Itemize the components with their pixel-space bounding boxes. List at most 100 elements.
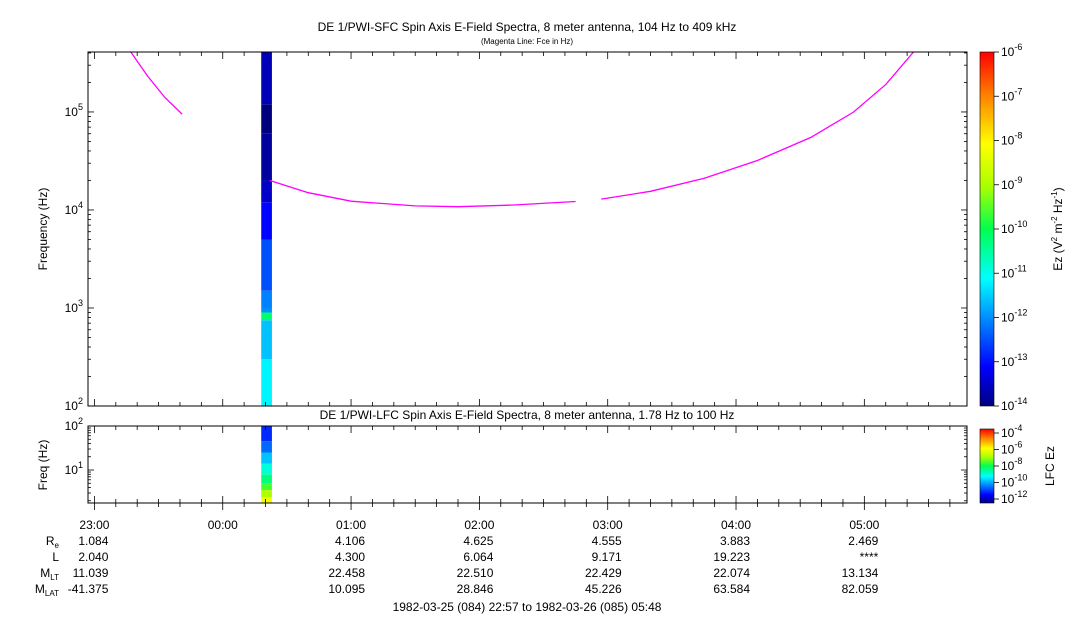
y-tick-label: 103	[65, 298, 83, 315]
ephemeris-value: 22.458	[328, 566, 365, 580]
spectrum-cell	[261, 307, 272, 313]
ephemeris-value: 13.134	[842, 566, 879, 580]
ephemeris-value: 4.106	[335, 534, 365, 548]
fce-line	[130, 52, 914, 208]
bottom-panel-title: DE 1/PWI-LFC Spin Axis E-Field Spectra, …	[320, 408, 735, 422]
ephemeris-value: 4.555	[592, 534, 622, 548]
x-tick-label: 23:00	[79, 518, 109, 532]
colorbar-tick-label: 10-11	[1001, 263, 1027, 280]
spectrum-cell	[261, 359, 272, 406]
spectrum-cell	[261, 452, 272, 464]
bottom-y-axis: 101 102	[65, 416, 967, 502]
bottom-plot-background	[88, 426, 967, 503]
spectrum-cell	[261, 312, 272, 321]
ephemeris-value: 19.223	[713, 550, 750, 564]
ephemeris-value: 2.040	[78, 550, 108, 564]
colorbar-tick-label: 10-13	[1001, 352, 1027, 369]
bottom-colorbar-label: LFC Ez	[1043, 446, 1057, 486]
spectrum-cell	[261, 497, 272, 503]
time-range-label: 1982-03-25 (084) 22:57 to 1982-03-26 (08…	[393, 600, 662, 614]
ephemeris-value: 3.883	[720, 534, 750, 548]
top-x-minor-ticks	[94, 52, 951, 406]
bottom-spectrogram-panel: 101 102 Freq (Hz)	[36, 416, 968, 510]
ephemeris-value: 22.074	[713, 566, 750, 580]
spectrum-cell	[261, 104, 272, 134]
colorbar-tick-label: 10-8	[1001, 131, 1022, 148]
spectrum-cell	[261, 202, 272, 240]
ephemeris-row-label: MLAT	[35, 582, 59, 598]
ephemeris-value: 10.095	[328, 582, 365, 596]
ephemeris-row-label: Re	[46, 534, 60, 550]
spectrum-cell	[261, 133, 272, 181]
fce-line-segment	[601, 52, 914, 200]
x-tick-label: 01:00	[336, 518, 366, 532]
spectrum-cell	[261, 441, 272, 453]
top-y-axis-label: Frequency (Hz)	[36, 188, 50, 271]
ephemeris-row-label: L	[52, 550, 59, 564]
spectrum-cell	[261, 483, 272, 491]
x-tick-label: 03:00	[593, 518, 623, 532]
ephemeris-value: 28.846	[457, 582, 494, 596]
ephemeris-value: 2.469	[848, 534, 878, 548]
spectrum-cell	[261, 180, 272, 203]
colorbar-tick-label: 10-8	[1001, 456, 1022, 473]
top-panel-title: DE 1/PWI-SFC Spin Axis E-Field Spectra, …	[318, 20, 737, 34]
bottom-plot-frame	[87, 425, 968, 504]
top-panel-subtitle: (Magenta Line: Fce in Hz)	[481, 37, 573, 46]
top-data-strip	[261, 52, 272, 406]
y-tick-label: 104	[65, 200, 83, 217]
colorbar-tick-label: 10-9	[1001, 175, 1022, 192]
spectrum-cell	[261, 490, 272, 498]
top-colorbar-gradient	[979, 51, 995, 407]
x-tick-label: 00:00	[208, 518, 238, 532]
colorbar-tick-label: 10-14	[1001, 396, 1027, 413]
ephemeris-value: 1.084	[78, 534, 108, 548]
y-tick-label: 101	[65, 460, 83, 477]
bottom-x-axis	[94, 426, 951, 510]
spectrum-cell	[261, 463, 272, 475]
ephemeris-value: 22.429	[585, 566, 622, 580]
colorbar-tick-label: 10-10	[1001, 473, 1027, 490]
colorbar-tick-label: 10-7	[1001, 86, 1022, 103]
ephemeris-value: 4.625	[463, 534, 493, 548]
spectrum-cell	[261, 290, 272, 308]
x-tick-label: 05:00	[849, 518, 879, 532]
colorbar-tick-label: 10-4	[1001, 423, 1022, 440]
top-colorbar: 10-6 10-7 10-8 10-9 10-10 10-11 10-12 10-13 10-1…	[979, 42, 1065, 413]
colorbar-tick-label: 10-12	[1001, 308, 1027, 325]
spectrum-cell	[261, 239, 272, 291]
ephemeris-value: ****	[860, 550, 879, 564]
spectrum-cell	[261, 52, 272, 105]
ephemeris-row-label: MLT	[40, 566, 59, 582]
ephemeris-value: 6.064	[463, 550, 493, 564]
top-colorbar-ticks: 10-6 10-7 10-8 10-9 10-10 10-11 10-12 10-13 10-1…	[994, 42, 1027, 413]
y-tick-label: 102	[65, 416, 83, 433]
spectrum-cell	[261, 426, 272, 442]
spectrum-cell	[261, 320, 272, 360]
x-axis-tick-labels: 23:00 00:00 01:00 02:00 03:00 04:00 05:00	[79, 518, 879, 532]
x-tick-label: 02:00	[464, 518, 494, 532]
y-tick-label: 105	[65, 102, 83, 119]
ephemeris-value: 4.300	[335, 550, 365, 564]
ephemeris-value: -41.375	[68, 582, 109, 596]
ephemeris-value: 45.226	[585, 582, 622, 596]
colorbar-tick-label: 10-6	[1001, 42, 1022, 59]
top-colorbar-label: Ez (V2 m-2 Hz-1)	[1050, 187, 1065, 270]
top-spectrogram-panel: 102 103 104 105 Frequency (Hz)	[36, 51, 968, 413]
colorbar-tick-label: 10-10	[1001, 219, 1027, 236]
fce-line-segment	[269, 179, 576, 208]
ephemeris-value: 82.059	[842, 582, 879, 596]
colorbar-tick-label: 10-6	[1001, 440, 1022, 457]
bottom-colorbar-gradient	[979, 428, 995, 504]
x-tick-label: 04:00	[721, 518, 751, 532]
ephemeris-value: 22.510	[457, 566, 494, 580]
top-plot-background	[88, 52, 967, 406]
ephemeris-value: 63.584	[713, 582, 750, 596]
fce-line-segment	[130, 52, 183, 115]
top-plot-frame	[87, 51, 968, 407]
y-tick-label: 102	[65, 396, 83, 413]
